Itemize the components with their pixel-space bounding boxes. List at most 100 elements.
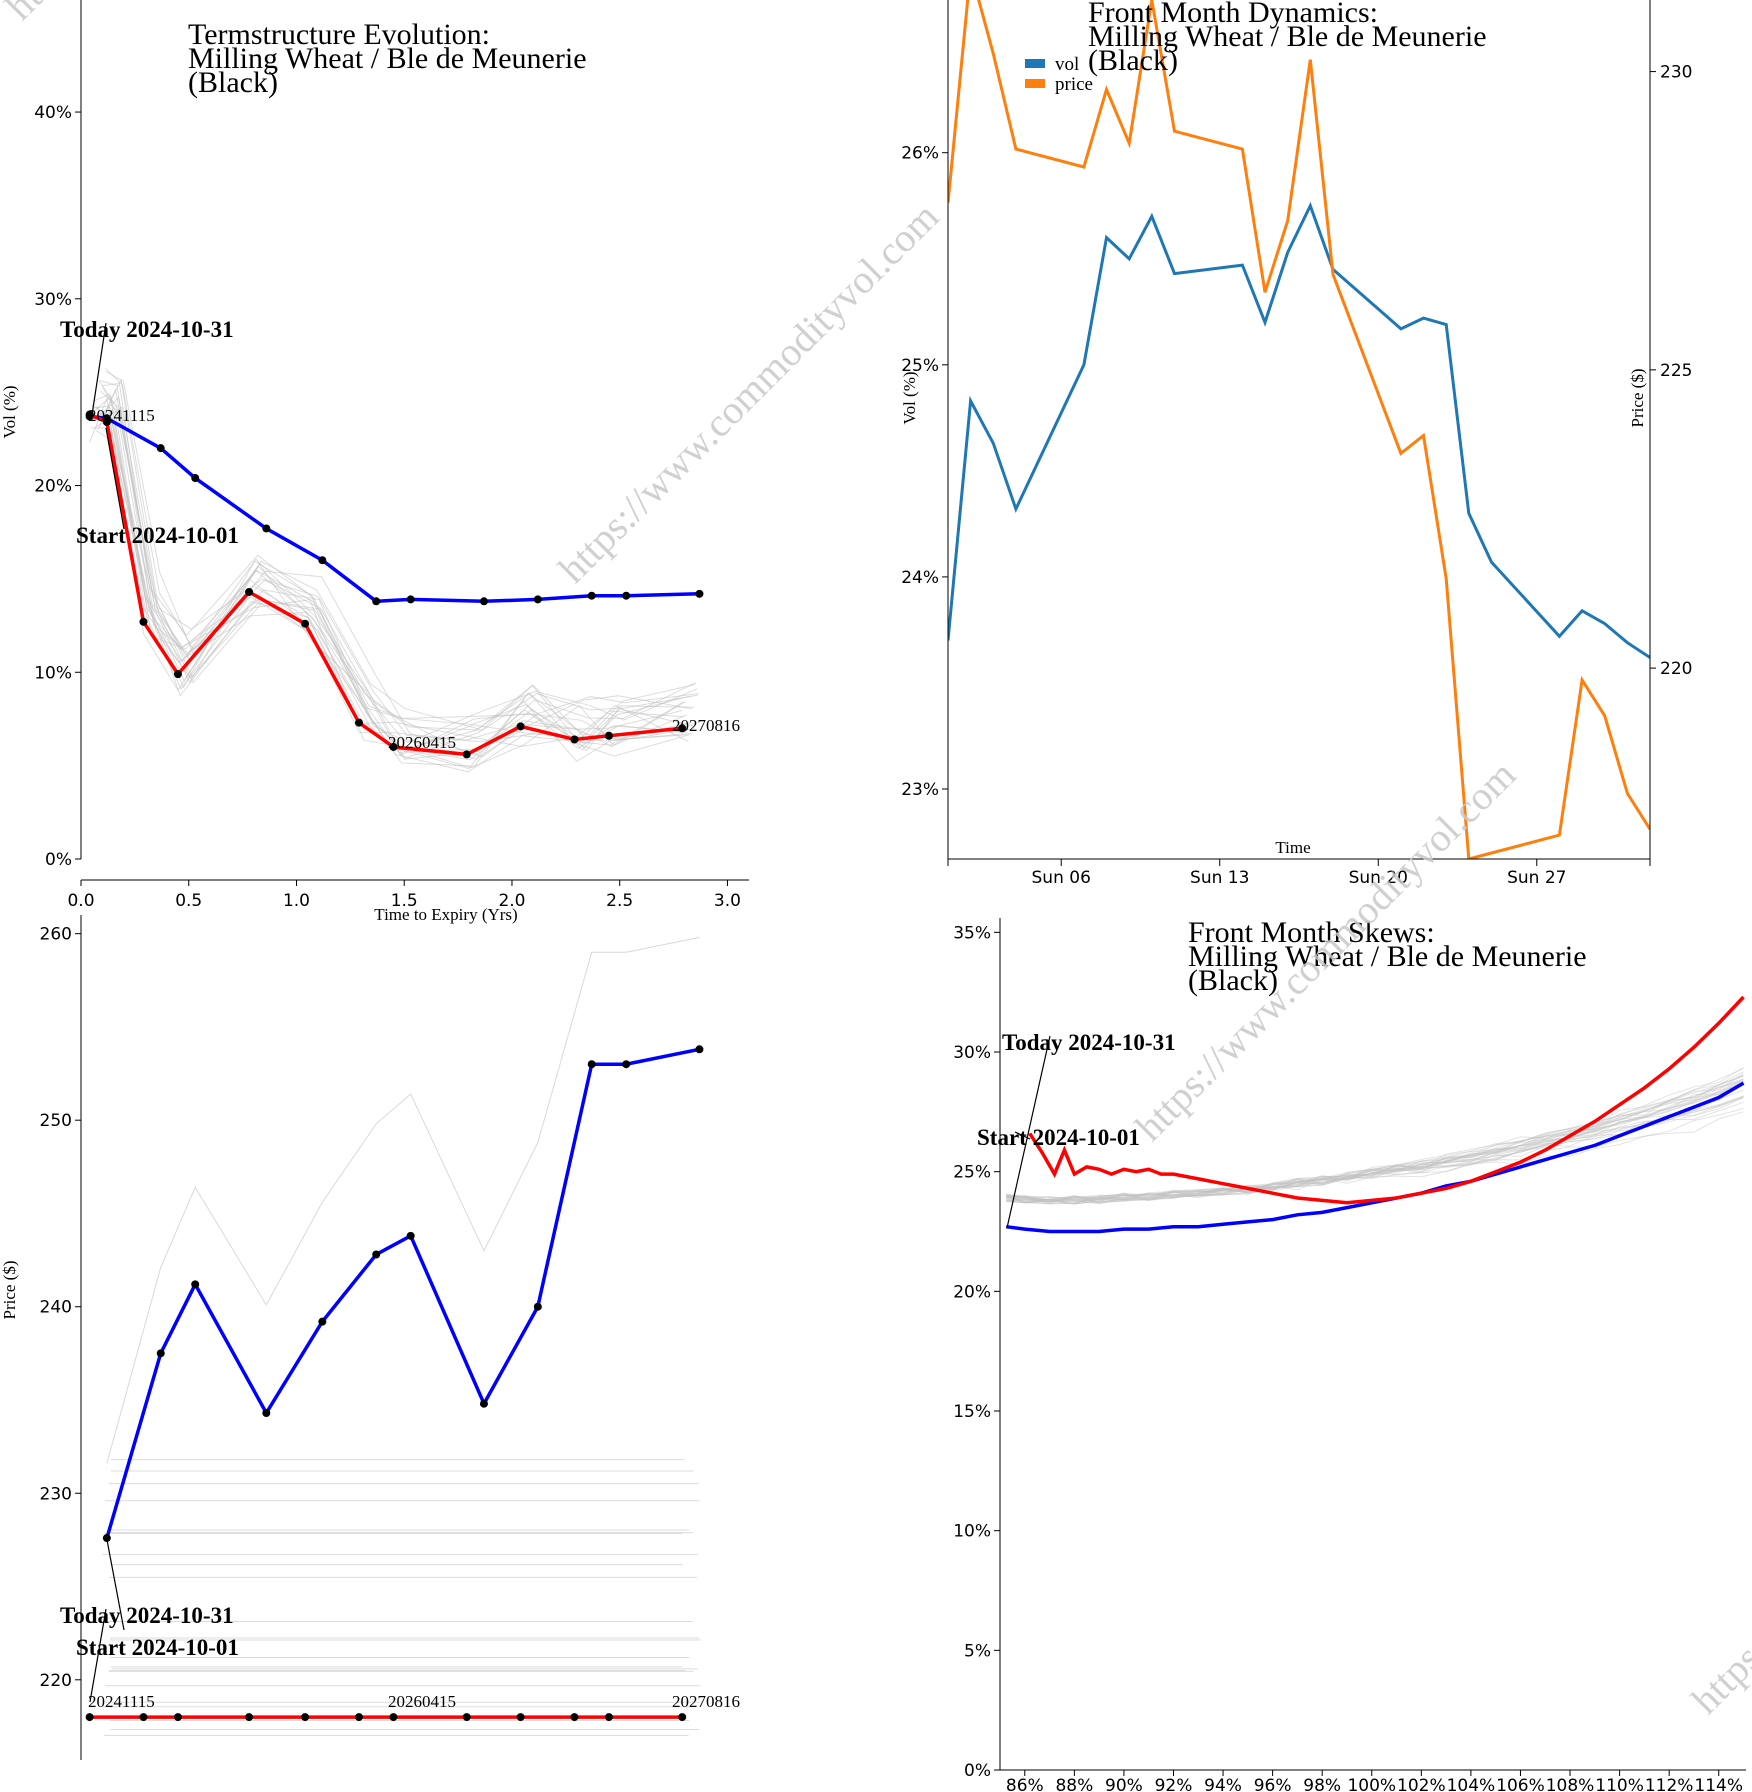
start-point xyxy=(678,1713,687,1722)
front-month-skews-chart: 0% 5% 10% 15% 20% 25% 30% 35% 86% 88% 90% 92% 94% 96%… xyxy=(953,916,1746,1792)
x-tick-label: 100% xyxy=(1347,1776,1396,1792)
x-tick-label: 86% xyxy=(1006,1776,1044,1792)
chart-title-line-1: Front Month Skews: xyxy=(1188,916,1435,949)
historical-curve xyxy=(106,936,700,1464)
historical-curve xyxy=(1006,1083,1744,1205)
start-point xyxy=(604,731,613,740)
x-axis-label: Time xyxy=(1275,838,1310,857)
axes: 0% 10% 20% 30% 40% 0.0 0.5 1.0 1.5 2.0 2.5 3.0 xyxy=(34,0,749,911)
x-tick-label: 2.5 xyxy=(606,891,633,911)
axes: 0% 5% 10% 15% 20% 25% 30% 35% 86% 88% 90% 92% 94% 96%… xyxy=(953,918,1746,1792)
historical-curve xyxy=(1006,1079,1744,1204)
historical-curve xyxy=(92,393,686,761)
y-tick-label: 0% xyxy=(964,1761,991,1781)
today-point xyxy=(191,1280,200,1289)
start-point xyxy=(604,1713,613,1722)
historical-curve xyxy=(97,407,691,767)
historical-curve xyxy=(1006,1067,1744,1205)
chart-title-line-3: (Black) xyxy=(1188,964,1278,997)
today-point xyxy=(587,591,596,600)
start-annotation: Start 2024-10-01 xyxy=(977,1125,1140,1150)
start-point xyxy=(245,587,254,596)
historical-curve xyxy=(102,382,695,759)
historical-curve xyxy=(103,378,697,753)
start-annotation: Start 2024-10-01 xyxy=(76,523,239,548)
historical-curve xyxy=(1006,1078,1744,1204)
today-point xyxy=(533,595,542,604)
x-tick-label: 1.0 xyxy=(283,891,310,911)
start-point xyxy=(389,742,398,751)
today-series-line xyxy=(105,1047,700,1539)
today-point xyxy=(191,474,200,483)
x-tick-label: 90% xyxy=(1105,1776,1143,1792)
historical-curve xyxy=(90,404,685,773)
watermark: https://www.commodityvol.com xyxy=(1683,1325,1752,1723)
today-point xyxy=(622,1060,631,1069)
start-point xyxy=(301,619,310,628)
series-marks xyxy=(948,0,1650,859)
historical-curve xyxy=(1006,1108,1744,1205)
expiry-label-1: 20241115 xyxy=(88,406,155,425)
today-point xyxy=(262,1409,271,1418)
start-point xyxy=(173,1713,182,1722)
chart-title-line-3: (Black) xyxy=(1088,44,1178,77)
x-tick-label: Sun 27 xyxy=(1507,868,1566,888)
historical-curve xyxy=(1006,1089,1744,1203)
today-arrow xyxy=(1006,1035,1051,1229)
historical-curve xyxy=(93,395,687,756)
today-point xyxy=(102,1534,111,1543)
chart-title-line-1: Termstructure Evolution: xyxy=(188,18,490,51)
start-point xyxy=(462,1713,471,1722)
y-tick-label: 25% xyxy=(901,356,939,376)
x-tick-label: Sun 20 xyxy=(1349,868,1408,888)
historical-curve xyxy=(1006,1080,1744,1204)
historical-curve xyxy=(1006,1082,1744,1204)
series-marks xyxy=(1005,995,1745,1234)
historical-curve xyxy=(95,429,689,755)
x-tick-label: 0.0 xyxy=(67,891,94,911)
x-axis-label: Time to Expiry (Yrs) xyxy=(374,905,517,924)
x-tick-label: 92% xyxy=(1155,1776,1193,1792)
y-tick-label: 40% xyxy=(34,103,72,123)
historical-curve xyxy=(1006,1096,1744,1202)
y-tick-label: 260 xyxy=(40,925,72,945)
y-tick-label: 5% xyxy=(964,1641,991,1661)
historical-curve xyxy=(99,380,693,745)
y-tick-label: 25% xyxy=(953,1163,991,1183)
y-right-tick-label: 220 xyxy=(1660,659,1692,679)
start-point xyxy=(570,1713,579,1722)
historical-curve xyxy=(1006,1071,1744,1205)
start-point xyxy=(102,418,111,427)
historical-curve xyxy=(101,396,695,752)
historical-curve xyxy=(96,405,690,756)
x-tick-label: 0.5 xyxy=(175,891,202,911)
historical-curve xyxy=(104,406,698,744)
y-tick-label: 30% xyxy=(953,1043,991,1063)
today-point xyxy=(372,1250,381,1259)
y-tick-label: 24% xyxy=(901,568,939,588)
start-point xyxy=(354,1713,363,1722)
historical-curve xyxy=(1006,1097,1744,1203)
y-tick-label: 250 xyxy=(40,1111,72,1131)
x-tick-label: 114% xyxy=(1694,1776,1743,1792)
today-series-line xyxy=(1005,1081,1745,1234)
start-point xyxy=(570,735,579,744)
historical-curves xyxy=(102,936,701,1736)
start-point xyxy=(139,617,148,626)
expiry-label-3: 20270816 xyxy=(672,1692,740,1711)
y-right-tick-label: 230 xyxy=(1660,63,1692,83)
today-point xyxy=(587,1060,596,1069)
expiry-label-2: 20260415 xyxy=(388,1692,456,1711)
chart-title-line-3: (Black) xyxy=(188,66,278,99)
start-arrow xyxy=(1014,1131,1031,1140)
start-point xyxy=(678,724,687,733)
start-point xyxy=(389,1713,398,1722)
y-tick-label: 220 xyxy=(40,1671,72,1691)
y-tick-label: 230 xyxy=(40,1484,72,1504)
chart-title-line-2: Milling Wheat / Ble de Meunerie xyxy=(1088,20,1487,53)
historical-curve xyxy=(1006,1111,1744,1203)
start-point xyxy=(462,750,471,759)
today-point xyxy=(622,591,631,600)
y-tick-label: 26% xyxy=(901,144,939,164)
historical-curve xyxy=(1006,1078,1744,1201)
